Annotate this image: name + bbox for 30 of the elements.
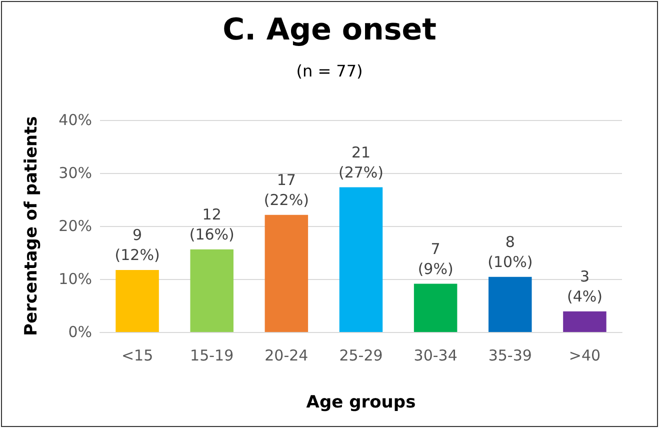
data-label: 12 (16%) bbox=[189, 205, 234, 244]
x-tick-label: 20-24 bbox=[264, 346, 308, 364]
data-label: 8 (10%) bbox=[488, 232, 533, 271]
x-tick-label: <15 bbox=[121, 346, 154, 364]
bar bbox=[264, 214, 308, 332]
y-tick-label: 40% bbox=[58, 111, 92, 129]
bar bbox=[414, 284, 458, 332]
chart-title: C. Age onset bbox=[222, 12, 436, 48]
y-tick-label: 10% bbox=[58, 270, 92, 288]
y-axis-title: Percentage of patients bbox=[22, 116, 42, 336]
data-label: 9 (12%) bbox=[114, 226, 160, 264]
y-tick-label: 0% bbox=[68, 323, 92, 341]
chart-subtitle: (n = 77) bbox=[296, 62, 363, 80]
bar bbox=[190, 249, 234, 332]
data-label: 21 (27%) bbox=[338, 143, 384, 182]
x-tick-label: 15-19 bbox=[190, 346, 234, 364]
x-tick-label: 35-39 bbox=[488, 346, 532, 364]
y-tick-label: 30% bbox=[58, 164, 92, 182]
data-label: 7 (9%) bbox=[418, 240, 454, 278]
x-tick-label: >40 bbox=[568, 346, 601, 364]
data-label: 17 (22%) bbox=[264, 170, 309, 209]
bar bbox=[563, 311, 606, 332]
bar bbox=[116, 270, 159, 332]
data-label: 3 (4%) bbox=[566, 267, 602, 306]
y-tick-label: 20% bbox=[58, 217, 92, 235]
x-tick-label: 30-34 bbox=[414, 346, 458, 364]
x-tick-label: 25-29 bbox=[339, 346, 383, 364]
bar bbox=[339, 187, 383, 332]
bar bbox=[488, 276, 532, 332]
x-axis-title: Age groups bbox=[306, 392, 416, 412]
